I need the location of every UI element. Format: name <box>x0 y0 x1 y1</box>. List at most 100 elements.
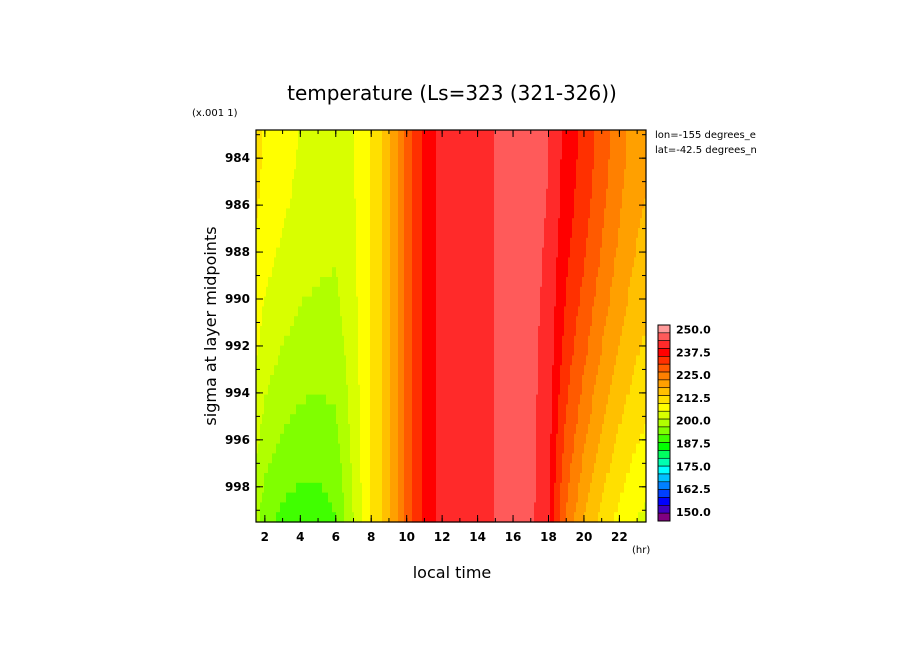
contour-cell <box>494 218 544 229</box>
contour-cell <box>540 286 556 298</box>
contour-cell <box>390 130 398 141</box>
contour-cell <box>564 433 574 445</box>
contour-cell <box>558 394 568 405</box>
contour-cell <box>280 433 338 445</box>
contour-cell <box>550 443 556 454</box>
contour-cell <box>576 502 586 513</box>
contour-cell <box>362 502 370 513</box>
contour-cell <box>494 443 536 454</box>
contour-cell <box>412 414 422 425</box>
contour-cell <box>538 345 554 356</box>
contour-cell <box>616 355 636 366</box>
contour-cell <box>436 316 494 327</box>
contour-cell <box>358 355 370 366</box>
contour-cell <box>382 414 390 425</box>
contour-cell <box>618 237 636 249</box>
contour-cell <box>264 394 306 405</box>
contour-cell <box>610 286 628 298</box>
contour-cell <box>382 267 390 278</box>
colorbar-tick-label: 237.5 <box>676 346 711 359</box>
contour-cell <box>382 355 390 366</box>
contour-cell <box>536 453 550 464</box>
contour-cell <box>370 179 382 190</box>
contour-cell <box>436 335 494 347</box>
x-unit-label: (hr) <box>632 545 650 556</box>
contour-cell <box>336 414 348 425</box>
contour-cell <box>340 443 350 454</box>
contour-cell <box>590 326 604 337</box>
contour-cell <box>554 492 560 503</box>
contour-cell <box>370 218 382 229</box>
contour-cell <box>562 355 572 366</box>
contour-cell <box>390 355 398 366</box>
contour-cell <box>370 257 382 268</box>
y-tick-label: 992 <box>225 339 250 353</box>
contour-cell <box>494 130 548 141</box>
contour-cell <box>404 424 412 435</box>
contour-cell <box>276 247 356 258</box>
contour-cell <box>262 306 298 317</box>
contour-cell <box>588 335 602 347</box>
chart-title: temperature (Ls=323 (321-326)) <box>287 81 617 105</box>
contour-cell <box>494 247 542 258</box>
contour-cell <box>390 316 398 327</box>
contour-cell <box>390 482 398 494</box>
contour-cell <box>422 179 436 190</box>
colorbar-swatch <box>657 363 671 373</box>
contour-cell <box>264 296 302 307</box>
contour-cell <box>332 502 344 513</box>
contour-cell <box>436 257 494 268</box>
contour-cell <box>256 404 264 415</box>
contour-cell <box>262 130 298 141</box>
contour-cell <box>398 296 404 307</box>
contour-cell <box>564 306 578 317</box>
contour-cell <box>592 404 606 415</box>
contour-cell <box>620 218 640 229</box>
contour-cell <box>398 247 404 258</box>
contour-cell <box>494 345 538 356</box>
contour-cell <box>412 306 422 317</box>
contour-cell <box>574 208 590 219</box>
contour-cell <box>354 159 370 170</box>
contour-cell <box>580 286 596 298</box>
contour-cell <box>398 512 404 523</box>
contour-cell <box>398 208 404 219</box>
contour-cell <box>582 453 596 464</box>
x-tick-label: 20 <box>576 530 593 544</box>
contour-cell <box>370 424 382 435</box>
contour-cell <box>412 482 422 494</box>
contour-cell <box>538 326 554 337</box>
contour-cell <box>494 149 548 160</box>
contour-cell <box>298 130 354 141</box>
contour-cell <box>548 149 562 160</box>
contour-cell <box>494 453 536 464</box>
contour-cell <box>390 149 398 160</box>
contour-cell <box>370 188 382 200</box>
contour-cell <box>422 375 436 386</box>
contour-cell <box>412 463 422 474</box>
contour-cell <box>398 218 404 229</box>
contour-cell <box>494 286 540 298</box>
contour-cell <box>626 159 646 170</box>
contour-cell <box>556 277 566 288</box>
contour-cell <box>354 139 370 151</box>
contour-cell <box>548 169 560 180</box>
colorbar-swatch <box>657 450 671 459</box>
contour-cell <box>390 306 398 317</box>
contour-cell <box>338 424 350 435</box>
contour-cell <box>560 502 566 513</box>
contour-cell <box>558 218 572 229</box>
contour-cell <box>566 414 578 425</box>
contour-cell <box>342 463 352 474</box>
contour-cell <box>404 335 412 347</box>
contour-cell <box>632 453 646 464</box>
contour-cell <box>638 512 646 523</box>
contour-cell <box>280 345 344 356</box>
contour-cell <box>404 218 412 229</box>
contour-cell <box>280 237 356 249</box>
contour-cell <box>404 188 412 200</box>
contour-cell <box>558 424 564 435</box>
contour-cell <box>570 473 580 484</box>
contour-cell <box>346 365 358 376</box>
contour-cell <box>538 335 554 347</box>
